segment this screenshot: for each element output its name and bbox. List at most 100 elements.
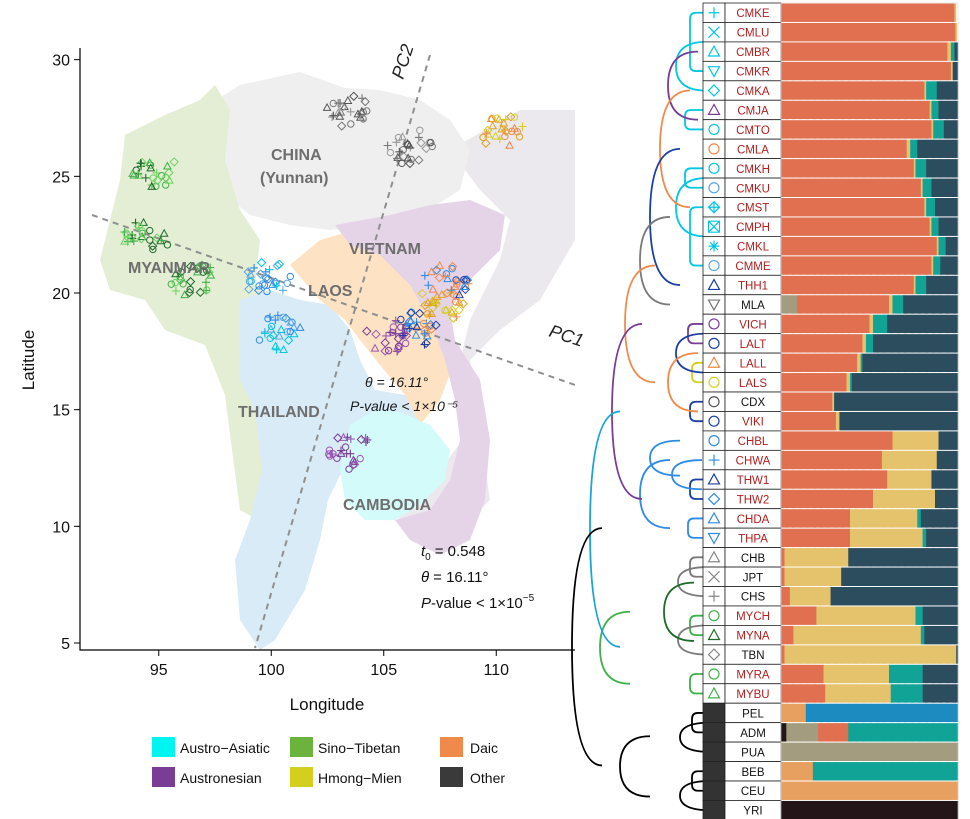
sample-point	[399, 146, 407, 154]
sample-point	[272, 281, 281, 290]
population-label: LALS	[739, 378, 767, 390]
sample-point	[397, 315, 405, 324]
admixture-segment	[781, 275, 915, 295]
sample-point	[451, 298, 460, 306]
row-symbol-icon	[707, 66, 721, 78]
admixture-segment	[781, 120, 932, 139]
admixture-segment	[818, 723, 849, 742]
sample-point	[286, 272, 295, 281]
row-icon-cell	[702, 411, 726, 432]
sample-point	[505, 140, 515, 149]
y-tick-label: 5	[61, 636, 70, 653]
sample-point	[329, 111, 338, 120]
admixture-segment	[926, 81, 938, 100]
admixture-segment	[857, 353, 861, 373]
row-icon-cell	[702, 274, 726, 296]
population-label: CMKL	[737, 242, 770, 254]
tree-branch	[684, 109, 703, 131]
row-icon-cell	[702, 488, 726, 510]
sample-point	[460, 276, 468, 284]
label-china: CHINA	[271, 147, 322, 164]
admixture-segment	[862, 353, 959, 373]
sample-point	[171, 269, 180, 278]
sample-point	[348, 460, 358, 470]
admixture-segment	[873, 334, 959, 353]
sample-point	[179, 280, 187, 288]
tree-branch	[649, 439, 681, 477]
sample-point	[167, 280, 175, 288]
sample-point	[120, 227, 129, 236]
sample-point	[163, 241, 172, 249]
admixture-segment	[781, 625, 794, 645]
population-label: THPA	[738, 533, 768, 545]
sample-point	[383, 141, 392, 150]
sample-point	[452, 276, 460, 284]
admixture-segment	[929, 100, 932, 120]
sample-point	[195, 287, 206, 298]
sample-point	[441, 306, 449, 315]
admixture-segment	[938, 236, 946, 256]
admixture-segment	[936, 236, 939, 256]
row-icon-cell	[702, 333, 726, 354]
region-thailand	[235, 290, 420, 650]
row-symbol-icon	[707, 492, 721, 506]
sample-point	[448, 264, 456, 273]
sample-point	[180, 290, 190, 299]
population-label: CMKE	[736, 8, 770, 20]
sample-point	[515, 133, 524, 141]
sample-point	[416, 126, 424, 134]
population-label: VIKI	[742, 417, 764, 429]
admixture-segment	[832, 392, 835, 411]
admixture-segment	[931, 256, 934, 275]
sample-point	[339, 432, 348, 441]
row-symbol-icon	[708, 376, 720, 388]
tree-branch	[687, 517, 703, 539]
sample-point	[488, 115, 496, 123]
sample-point	[289, 322, 299, 331]
sample-point	[416, 138, 426, 148]
sample-point	[185, 276, 196, 287]
sample-point	[246, 269, 255, 278]
admixture-segment	[873, 489, 936, 509]
sample-point	[420, 340, 429, 349]
sample-point	[349, 91, 359, 101]
admixture-segment	[869, 314, 874, 334]
admixture-segment	[823, 664, 890, 684]
population-label: CMKU	[736, 183, 770, 195]
sample-point	[401, 339, 410, 348]
sample-point	[295, 322, 305, 331]
sample-point	[184, 287, 195, 298]
sample-point	[406, 316, 416, 325]
admixture-segment	[781, 703, 807, 723]
sample-point	[446, 289, 455, 298]
sample-point	[134, 170, 144, 179]
admixture-segment	[781, 392, 833, 411]
sample-point	[427, 309, 437, 318]
tree-branch	[659, 89, 691, 209]
sample-point	[488, 121, 498, 130]
sample-point	[149, 245, 157, 254]
row-symbol-icon	[707, 550, 721, 563]
sample-point	[393, 154, 402, 163]
row-symbol-icon	[708, 26, 720, 39]
row-symbol-icon	[708, 143, 720, 155]
admixture-segment	[850, 373, 853, 392]
sample-point	[120, 236, 130, 245]
sample-point	[286, 317, 296, 326]
admixture-segment	[781, 139, 907, 159]
sample-point	[253, 285, 264, 296]
admixture-segment	[926, 159, 959, 178]
sample-point	[447, 305, 457, 315]
sample-point	[202, 286, 211, 295]
row-symbol-icon	[707, 44, 721, 57]
sample-point	[405, 140, 414, 149]
admixture-segment	[781, 22, 956, 42]
sample-point	[407, 155, 415, 164]
legend-label-austro-asiatic: Austro−Asiatic	[180, 740, 270, 756]
legend-swatch-austronesian	[152, 767, 175, 787]
admixture-segment	[926, 275, 959, 295]
sample-point	[454, 305, 464, 315]
admixture-segment	[934, 198, 959, 217]
population-label: CMKA	[736, 86, 770, 98]
label-yunnan: (Yunnan)	[260, 170, 328, 187]
